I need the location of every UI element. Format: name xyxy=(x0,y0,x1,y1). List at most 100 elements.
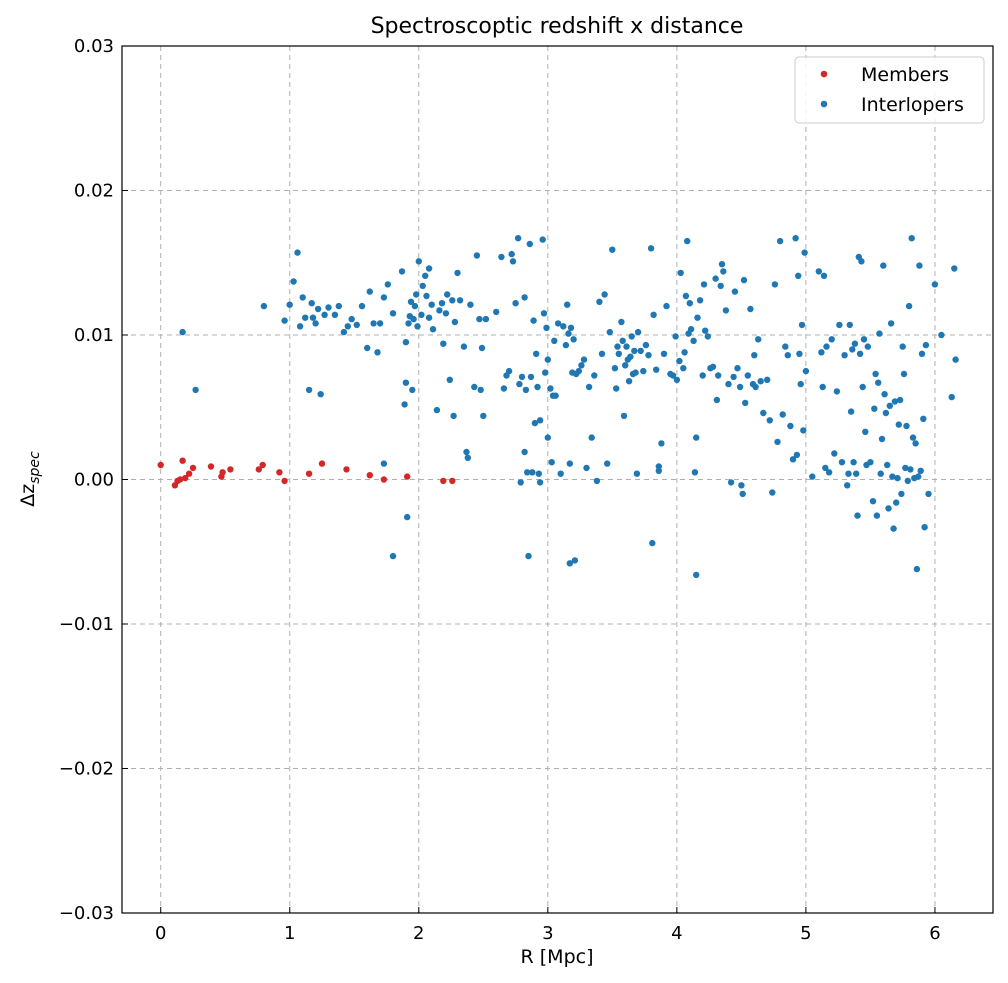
interloper-point xyxy=(404,513,411,521)
interloper-point xyxy=(570,336,577,343)
interloper-point xyxy=(606,328,613,336)
interloper-point xyxy=(588,434,595,441)
interloper-point xyxy=(784,352,791,359)
interloper-point xyxy=(552,392,559,399)
interloper-point xyxy=(321,311,328,318)
y-tick-label: 0.00 xyxy=(74,470,114,491)
interloper-point xyxy=(402,379,410,386)
interloper-point xyxy=(500,385,508,392)
interloper-point xyxy=(792,235,799,242)
x-tick-label: 1 xyxy=(284,923,295,944)
interloper-point xyxy=(331,311,339,318)
interloper-point xyxy=(260,302,268,310)
interloper-point xyxy=(460,343,468,350)
interloper-point xyxy=(389,552,397,560)
interloper-point xyxy=(789,456,797,463)
interloper-point xyxy=(296,323,304,330)
interloper-point xyxy=(663,302,670,310)
x-tick-label: 5 xyxy=(800,923,811,944)
interloper-point xyxy=(544,434,551,441)
interloper-point xyxy=(566,460,573,467)
interloper-point xyxy=(650,311,657,318)
interloper-point xyxy=(548,459,555,466)
interloper-point xyxy=(882,409,890,417)
interloper-point xyxy=(908,235,915,242)
interloper-point xyxy=(899,343,906,350)
interloper-point xyxy=(444,291,451,298)
interloper-point xyxy=(422,272,429,279)
interloper-point xyxy=(718,261,726,268)
interloper-point xyxy=(591,372,598,379)
interloper-point xyxy=(450,412,457,420)
interloper-point xyxy=(702,327,709,334)
interloper-point xyxy=(509,258,517,265)
interloper-point xyxy=(618,318,625,326)
interloper-point xyxy=(456,297,464,304)
y-tick-label: −0.01 xyxy=(59,614,114,635)
interloper-point xyxy=(893,499,900,506)
y-tick-label: 0.02 xyxy=(74,181,114,202)
interloper-point xyxy=(690,337,697,344)
interloper-point xyxy=(530,317,537,324)
interloper-point xyxy=(425,314,433,321)
interloper-point xyxy=(314,305,322,313)
interloper-point xyxy=(593,477,601,485)
interloper-point xyxy=(358,302,366,310)
interloper-point xyxy=(647,245,655,252)
interloper-point xyxy=(425,265,433,272)
x-tick-label: 3 xyxy=(542,923,553,944)
interloper-point xyxy=(916,262,923,269)
interloper-point xyxy=(281,317,288,324)
interloper-point xyxy=(841,352,848,359)
interloper-point xyxy=(405,320,412,327)
interloper-point xyxy=(642,341,650,349)
interloper-point xyxy=(751,352,758,359)
interloper-point xyxy=(891,398,899,405)
interloper-point xyxy=(413,291,420,298)
interloper-point xyxy=(547,385,554,392)
x-axis-title: R [Mpc] xyxy=(521,946,594,968)
interloper-point xyxy=(755,336,762,343)
interloper-point xyxy=(694,314,701,321)
interloper-point xyxy=(900,370,908,378)
interloper-point xyxy=(560,323,567,330)
interloper-point xyxy=(693,571,700,579)
interloper-point xyxy=(660,350,668,357)
interloper-point xyxy=(384,281,391,288)
x-tick-label: 6 xyxy=(929,923,940,944)
interloper-point xyxy=(782,343,789,350)
interloper-point xyxy=(905,302,913,310)
interloper-point xyxy=(902,464,909,472)
interloper-point xyxy=(353,321,360,329)
interloper-point xyxy=(776,237,784,245)
interloper-point xyxy=(918,350,926,357)
interloper-point xyxy=(477,386,484,394)
interloper-point xyxy=(669,372,677,379)
interloper-point xyxy=(797,380,804,388)
interloper-point xyxy=(299,294,306,301)
interloper-point xyxy=(411,302,419,310)
interloper-point xyxy=(696,297,704,304)
interloper-point xyxy=(769,489,776,496)
interloper-point xyxy=(850,459,857,466)
interloper-point xyxy=(686,300,693,307)
interloper-point xyxy=(478,344,486,352)
interloper-point xyxy=(566,560,573,567)
chart-title: Spectroscoptic redshift x distance xyxy=(371,14,744,39)
interloper-point xyxy=(567,324,575,331)
interloper-point xyxy=(625,378,633,385)
member-point xyxy=(305,470,313,477)
interloper-point xyxy=(534,383,541,391)
interloper-point xyxy=(800,427,807,434)
interloper-point xyxy=(518,373,526,381)
interloper-point xyxy=(655,467,662,474)
interloper-point xyxy=(543,324,550,331)
interloper-point xyxy=(818,349,825,356)
interloper-point xyxy=(308,300,315,307)
interloper-point xyxy=(637,347,644,355)
interloper-point xyxy=(904,477,911,485)
member-point xyxy=(255,466,262,473)
interloper-point xyxy=(881,391,888,398)
interloper-point xyxy=(340,328,348,336)
interloper-point xyxy=(875,379,882,386)
